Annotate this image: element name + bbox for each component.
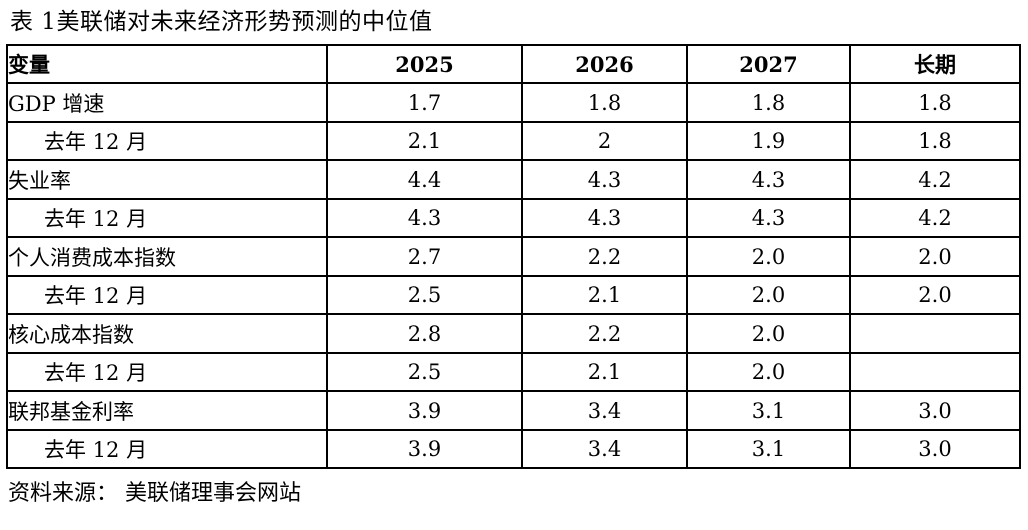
cell-value: 2.0 <box>686 351 851 393</box>
table-row: 去年 12 月 2.5 2.1 2.0 <box>6 351 1021 393</box>
table-row: 核心成本指数 2.8 2.2 2.0 <box>6 313 1021 354</box>
column-header-variable: 变量 <box>6 43 328 85</box>
table-row: 个人消费成本指数 2.7 2.2 2.0 2.0 <box>6 236 1021 277</box>
cell-value: 4.2 <box>849 197 1021 239</box>
cell-value: 3.4 <box>521 390 688 431</box>
column-header-2025: 2025 <box>326 43 523 85</box>
cell-value: 4.3 <box>521 197 688 239</box>
row-label: 失业率 <box>6 159 328 200</box>
cell-value: 3.4 <box>521 428 688 470</box>
forecast-table: 变量 2025 2026 2027 长期 GDP 增速 1.7 1.8 1.8 … <box>6 43 1021 470</box>
cell-value: 1.8 <box>521 82 688 123</box>
cell-value: 4.3 <box>686 197 851 239</box>
table-row: 失业率 4.4 4.3 4.3 4.2 <box>6 159 1021 200</box>
cell-value: 3.1 <box>686 390 851 431</box>
cell-value: 2.0 <box>849 274 1021 316</box>
cell-value: 1.8 <box>686 82 851 123</box>
cell-value: 3.1 <box>686 428 851 470</box>
cell-value <box>849 313 1021 354</box>
cell-value: 2.5 <box>326 274 523 316</box>
cell-value: 2.0 <box>686 274 851 316</box>
cell-value: 4.3 <box>686 159 851 200</box>
cell-value: 2.1 <box>326 120 523 162</box>
cell-value: 4.3 <box>326 197 523 239</box>
cell-value: 2.0 <box>686 313 851 354</box>
cell-value: 3.9 <box>326 390 523 431</box>
row-label: 去年 12 月 <box>6 351 328 393</box>
column-header-2027: 2027 <box>686 43 851 85</box>
cell-value: 2.5 <box>326 351 523 393</box>
cell-value: 2.8 <box>326 313 523 354</box>
table-row: 去年 12 月 3.9 3.4 3.1 3.0 <box>6 428 1021 470</box>
cell-value: 4.4 <box>326 159 523 200</box>
header-row: 变量 2025 2026 2027 长期 <box>6 43 1021 85</box>
cell-value: 3.0 <box>849 390 1021 431</box>
cell-value: 2.0 <box>849 236 1021 277</box>
table-row: 去年 12 月 2.5 2.1 2.0 2.0 <box>6 274 1021 316</box>
cell-value: 3.0 <box>849 428 1021 470</box>
cell-value: 1.9 <box>686 120 851 162</box>
cell-value: 2.2 <box>521 236 688 277</box>
row-label: 联邦基金利率 <box>6 390 328 431</box>
cell-value: 1.7 <box>326 82 523 123</box>
row-label: 核心成本指数 <box>6 313 328 354</box>
cell-value: 2.1 <box>521 274 688 316</box>
cell-value: 2.7 <box>326 236 523 277</box>
cell-value: 2.0 <box>686 236 851 277</box>
table-row: 去年 12 月 4.3 4.3 4.3 4.2 <box>6 197 1021 239</box>
cell-value: 1.8 <box>849 82 1021 123</box>
table-row: 联邦基金利率 3.9 3.4 3.1 3.0 <box>6 390 1021 431</box>
row-label: 去年 12 月 <box>6 274 328 316</box>
source-note: 资料来源： 美联储理事会网站 <box>8 481 301 507</box>
row-label: GDP 增速 <box>6 82 328 123</box>
table-row: GDP 增速 1.7 1.8 1.8 1.8 <box>6 82 1021 123</box>
table-row: 去年 12 月 2.1 2 1.9 1.8 <box>6 120 1021 162</box>
cell-value: 1.8 <box>849 120 1021 162</box>
cell-value: 2.1 <box>521 351 688 393</box>
column-header-2026: 2026 <box>521 43 688 85</box>
cell-value <box>849 351 1021 393</box>
row-label: 个人消费成本指数 <box>6 236 328 277</box>
cell-value: 2.2 <box>521 313 688 354</box>
row-label: 去年 12 月 <box>6 428 328 470</box>
cell-value: 3.9 <box>326 428 523 470</box>
cell-value: 2 <box>521 120 688 162</box>
cell-value: 4.3 <box>521 159 688 200</box>
cell-value: 4.2 <box>849 159 1021 200</box>
row-label: 去年 12 月 <box>6 120 328 162</box>
row-label: 去年 12 月 <box>6 197 328 239</box>
column-header-longrun: 长期 <box>849 43 1021 85</box>
table-caption: 表 1美联储对未来经济形势预测的中位值 <box>10 9 433 35</box>
